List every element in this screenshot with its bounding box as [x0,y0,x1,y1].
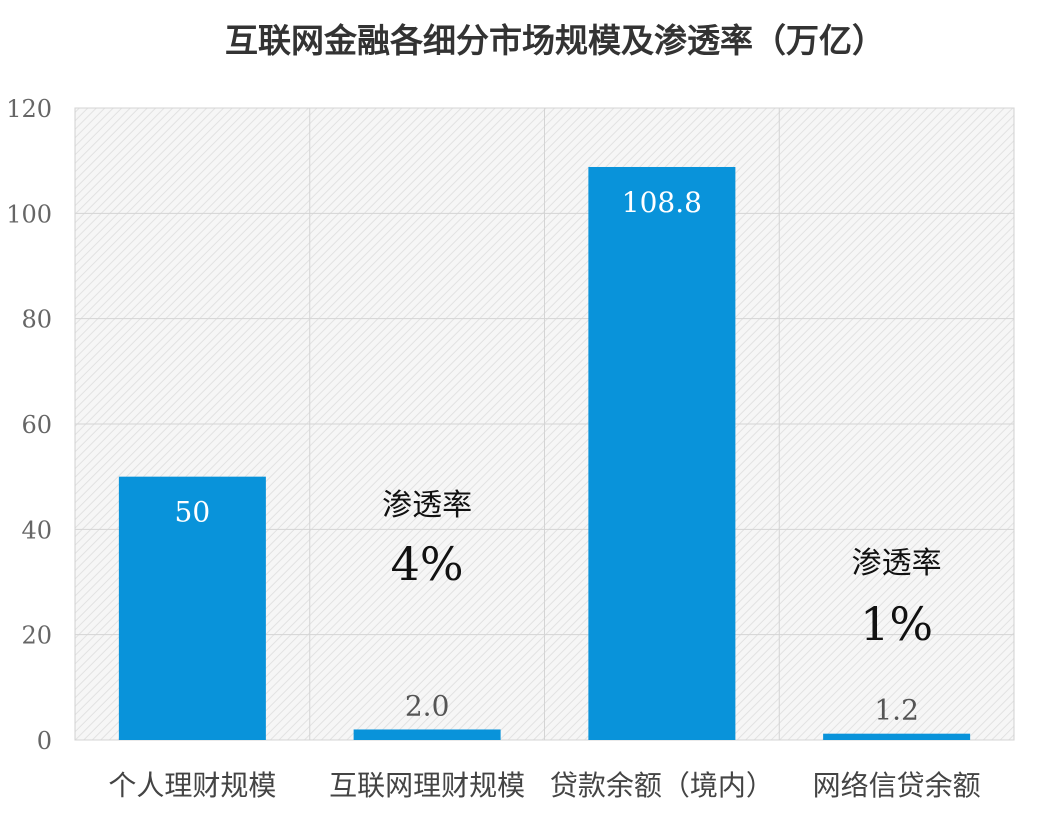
y-tick-label: 20 [21,622,52,650]
data-label: 1.2 [874,694,919,727]
bar [353,729,501,740]
annotations: 渗透率 4% 渗透率 1% [382,488,942,651]
y-tick-label: 0 [37,727,52,755]
y-tick-label: 120 [6,95,52,123]
y-tick-label: 100 [6,200,52,228]
data-label: 108.8 [622,186,702,219]
bar [823,733,971,740]
data-labels: 50 2.0 108.8 1.2 [175,186,919,727]
x-tick-label: 个人理财规模 [108,769,276,802]
x-tick-label: 网络信贷余额 [813,769,981,802]
data-label: 2.0 [405,689,450,722]
chart-title: 互联网金融各细分市场规模及渗透率（万亿） [225,21,885,60]
y-tick-label: 80 [21,306,52,334]
bar [118,476,266,740]
y-axis-ticks: 0 20 40 60 80 100 120 [6,95,52,755]
bars [118,166,971,740]
annotation-heading: 渗透率 [852,546,942,581]
data-label: 50 [175,496,211,529]
x-axis-labels: 个人理财规模 互联网理财规模 贷款余额（境内） 网络信贷余额 [108,769,980,802]
x-tick-label: 互联网理财规模 [329,769,525,802]
y-tick-label: 40 [21,516,52,544]
x-tick-label: 贷款余额（境内） [550,769,774,802]
bar [588,166,736,740]
annotation-value: 4% [391,537,464,591]
annotation-heading: 渗透率 [382,488,472,523]
y-tick-label: 60 [21,411,52,439]
annotation-value: 1% [860,597,933,651]
